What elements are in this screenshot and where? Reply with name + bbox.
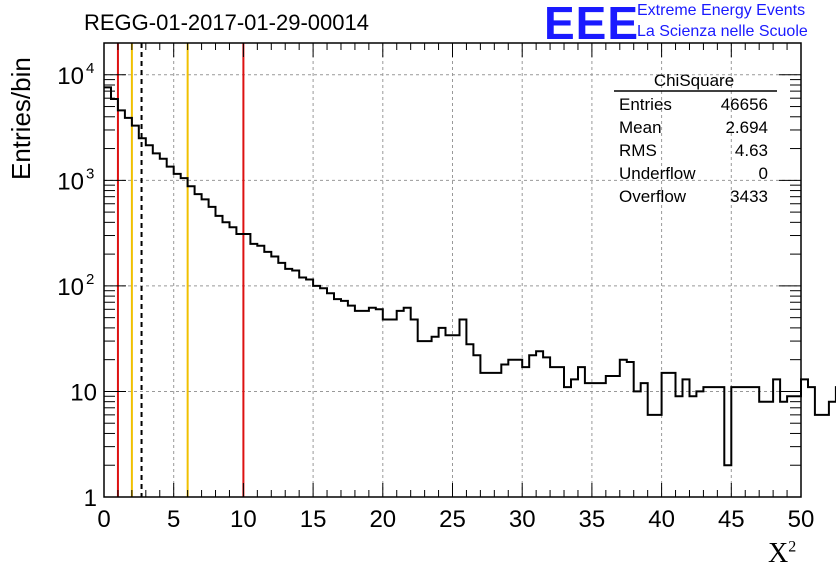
x-tick-label: 20 xyxy=(369,506,396,533)
stats-label: Mean xyxy=(619,118,662,137)
logo-line-2: La Scienza nelle Scuole xyxy=(637,23,808,40)
stats-label: Underflow xyxy=(619,164,696,183)
x-tick-label: 0 xyxy=(97,506,110,533)
stats-value: 4.63 xyxy=(735,141,768,160)
x-tick-label: 15 xyxy=(300,506,327,533)
stats-value: 46656 xyxy=(721,95,768,114)
x-tick-label: 10 xyxy=(230,506,257,533)
x-tick-label: 40 xyxy=(648,506,675,533)
x-tick-label: 25 xyxy=(439,506,466,533)
logo-line-1: Extreme Energy Events xyxy=(637,2,806,19)
stats-value: 2.694 xyxy=(725,118,768,137)
stats-label: Entries xyxy=(619,95,672,114)
stats-label: RMS xyxy=(619,141,657,160)
stats-box: ChiSquare Entries 46656 Mean 2.694 RMS 4.63 Und… xyxy=(614,71,777,206)
x-tick-label: 35 xyxy=(579,506,606,533)
y-tick-exponent: 3 xyxy=(86,165,94,182)
stats-label: Overflow xyxy=(619,187,687,206)
y-tick-label: 1 xyxy=(84,485,97,512)
y-tick-label: 10 xyxy=(57,168,84,195)
y-tick-exponent: 2 xyxy=(86,271,94,288)
x-tick-label: 30 xyxy=(509,506,536,533)
y-tick-label: 10 xyxy=(57,63,84,90)
y-tick-label: 10 xyxy=(57,274,84,301)
y-tick-label: 10 xyxy=(70,379,97,406)
x-axis-label: X2 xyxy=(768,538,797,569)
x-tick-label: 5 xyxy=(167,506,180,533)
chart-title: REGG-01-2017-01-29-00014 xyxy=(84,10,369,35)
stats-name: ChiSquare xyxy=(654,71,734,90)
stats-value: 0 xyxy=(759,164,768,183)
grid-lines xyxy=(104,43,801,497)
marker-lines xyxy=(116,43,245,497)
x-tick-label: 45 xyxy=(718,506,745,533)
y-tick-exponent: 4 xyxy=(86,60,94,77)
x-tick-label: 50 xyxy=(788,506,815,533)
eee-logo: EEE xyxy=(544,0,640,49)
stats-value: 3433 xyxy=(730,187,768,206)
histogram-series xyxy=(104,86,836,467)
